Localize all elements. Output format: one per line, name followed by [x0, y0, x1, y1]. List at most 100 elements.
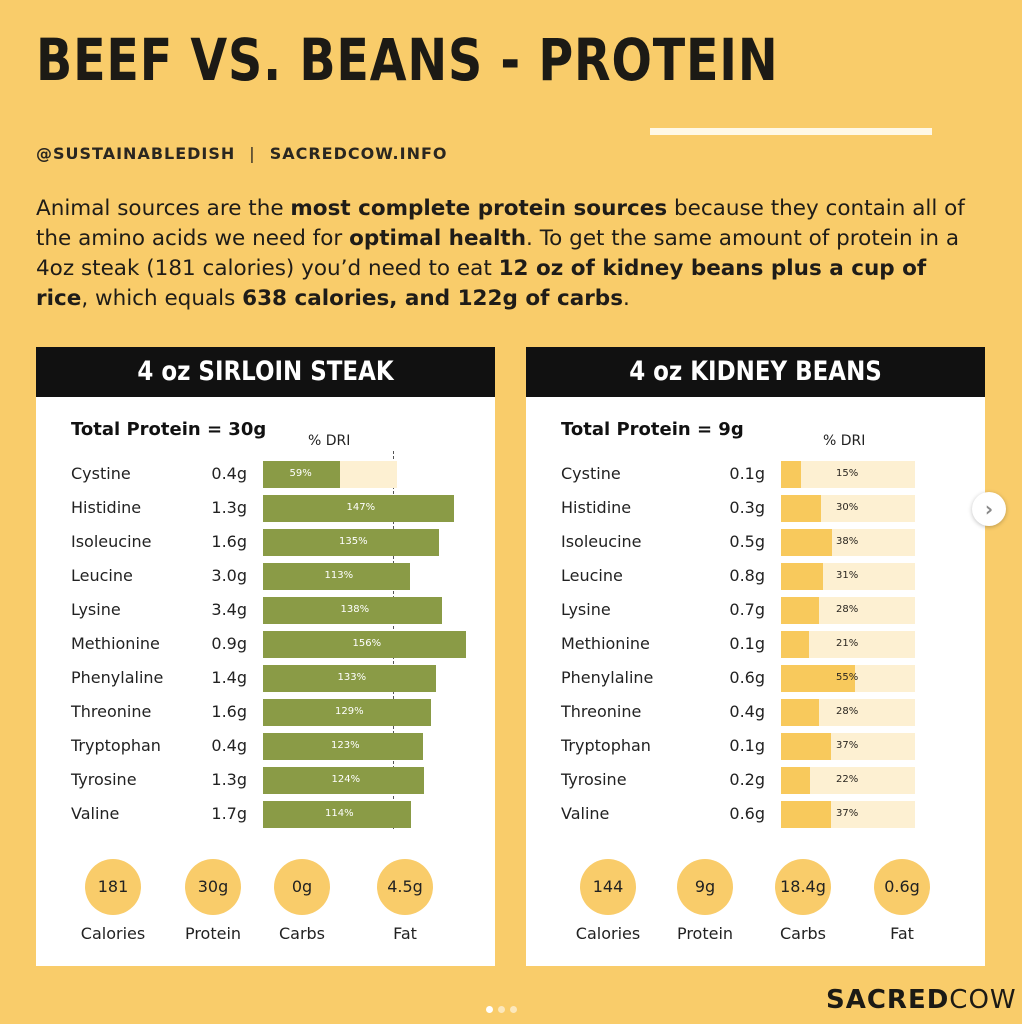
amino-acid-amount: 1.7g [211, 804, 247, 823]
title-underline [650, 128, 932, 135]
bar [781, 461, 801, 488]
chart-row: Tryptophan 0.4g 123% [36, 731, 495, 765]
amino-acid-amount: 0.4g [729, 702, 765, 721]
chart-row: Tryptophan 0.1g 37% [526, 731, 985, 765]
bar-value-label: 30% [836, 502, 859, 513]
bar [263, 699, 431, 726]
amino-acid-amount: 0.1g [729, 464, 765, 483]
bar-value-label: 37% [836, 808, 859, 819]
bar [781, 597, 819, 624]
bar-track: 30% [781, 495, 915, 522]
bar-value-label: 133% [337, 672, 367, 683]
intro-part: . [623, 286, 630, 311]
bar-value-label: 21% [836, 638, 859, 649]
bar-track: 133% [263, 665, 436, 692]
bar-track: 37% [781, 733, 915, 760]
stat-label: Carbs [278, 924, 326, 943]
bar [263, 665, 436, 692]
nutrition-stat: 0.6g Fat [852, 859, 952, 943]
bar-value-label: 114% [325, 808, 354, 819]
bar-value-label: 15% [836, 468, 859, 479]
intro-bold: 12 oz of kidney beans plus a cup of rice [36, 256, 927, 311]
stat-value: 18.4g [775, 859, 831, 915]
stat-value: 0.6g [874, 859, 930, 915]
amino-acid-label: Phenylaline [71, 668, 164, 687]
nutrition-stat: 4.5g Fat [355, 859, 455, 943]
amino-acid-label: Methionine [71, 634, 160, 653]
bar-track: 135% [263, 529, 439, 556]
amino-acid-label: Methionine [561, 634, 650, 653]
stat-label: Carbs [779, 924, 827, 943]
bar-track: 113% [263, 563, 410, 590]
bar-track: 38% [781, 529, 915, 556]
intro-bold: most complete protein sources [290, 196, 668, 221]
amino-acid-label: Phenylaline [561, 668, 654, 687]
bar-value-label: 37% [836, 740, 859, 751]
bar [263, 631, 466, 658]
bar-track: 15% [781, 461, 915, 488]
bar-track: 21% [781, 631, 915, 658]
bar [263, 461, 340, 488]
bar-value-label: 38% [836, 536, 859, 547]
chart-row: Cystine 0.4g 59% [36, 459, 495, 493]
carousel-dot[interactable] [498, 1006, 505, 1013]
bar-track: 31% [781, 563, 915, 590]
nutrition-stat: 144 Calories [558, 859, 658, 943]
bar-value-label: 147% [346, 502, 376, 513]
chart-row: Valine 1.7g 114% [36, 799, 495, 833]
bar-track: 114% [263, 801, 411, 828]
bar [263, 733, 423, 760]
amino-acid-amount: 1.3g [211, 498, 247, 517]
chart-row: Cystine 0.1g 15% [526, 459, 985, 493]
bar-value-label: 22% [836, 774, 859, 785]
chart-row: Leucine 0.8g 31% [526, 561, 985, 595]
bar-value-label: 129% [335, 706, 364, 717]
chart-row: Leucine 3.0g 113% [36, 561, 495, 595]
bar-value-label: 31% [836, 570, 859, 581]
nutrition-stat: 0g Carbs [252, 859, 352, 943]
chart-row: Lysine 0.7g 28% [526, 595, 985, 629]
bar-value-label: 123% [331, 740, 360, 751]
amino-acid-amount: 0.6g [729, 668, 765, 687]
amino-acid-amount: 0.3g [729, 498, 765, 517]
bar [781, 495, 821, 522]
bar-track: 124% [263, 767, 424, 794]
amino-acid-amount: 3.4g [211, 600, 247, 619]
chart-row: Lysine 3.4g 138% [36, 595, 495, 629]
carousel-dot[interactable] [486, 1006, 493, 1013]
bar [263, 529, 439, 556]
nutrition-stat: 181 Calories [63, 859, 163, 943]
bar-track: 37% [781, 801, 915, 828]
steak-dri-label: % DRI [308, 433, 351, 449]
bar-track: 129% [263, 699, 431, 726]
intro-text: Animal sources are the most complete pro… [36, 194, 966, 314]
stat-label: Calories [80, 924, 146, 943]
stat-label: Fat [890, 924, 914, 943]
amino-acid-amount: 0.1g [729, 736, 765, 755]
steak-total-protein: Total Protein = 30g [71, 419, 267, 440]
steak-card-header: 4 oz SIRLOIN STEAK [36, 347, 495, 397]
amino-acid-label: Threonine [71, 702, 152, 721]
bar-value-label: 124% [331, 774, 361, 785]
carousel-next-button[interactable]: › [972, 492, 1006, 526]
amino-acid-label: Tryptophan [561, 736, 651, 755]
nutrition-stat: 30g Protein [163, 859, 263, 943]
carousel-pagination [486, 998, 522, 1017]
carousel-dot[interactable] [510, 1006, 517, 1013]
amino-acid-amount: 0.4g [211, 736, 247, 755]
byline-site: SACREDCOW.INFO [269, 144, 448, 163]
chart-row: Isoleucine 0.5g 38% [526, 527, 985, 561]
amino-acid-amount: 0.1g [729, 634, 765, 653]
amino-acid-amount: 0.8g [729, 566, 765, 585]
amino-acid-label: Cystine [561, 464, 621, 483]
chart-row: Isoleucine 1.6g 135% [36, 527, 495, 561]
intro-bold: optimal health [349, 226, 527, 251]
amino-acid-label: Lysine [71, 600, 121, 619]
steak-card-title: 4 oz SIRLOIN STEAK [137, 356, 394, 387]
steak-card: 4 oz SIRLOIN STEAK Total Protein = 30g %… [36, 347, 495, 966]
amino-acid-amount: 1.6g [211, 702, 247, 721]
amino-acid-label: Tryptophan [71, 736, 161, 755]
amino-acid-label: Leucine [561, 566, 623, 585]
stat-label: Calories [575, 924, 641, 943]
byline-handle: @SUSTAINABLEDISH [36, 144, 236, 163]
